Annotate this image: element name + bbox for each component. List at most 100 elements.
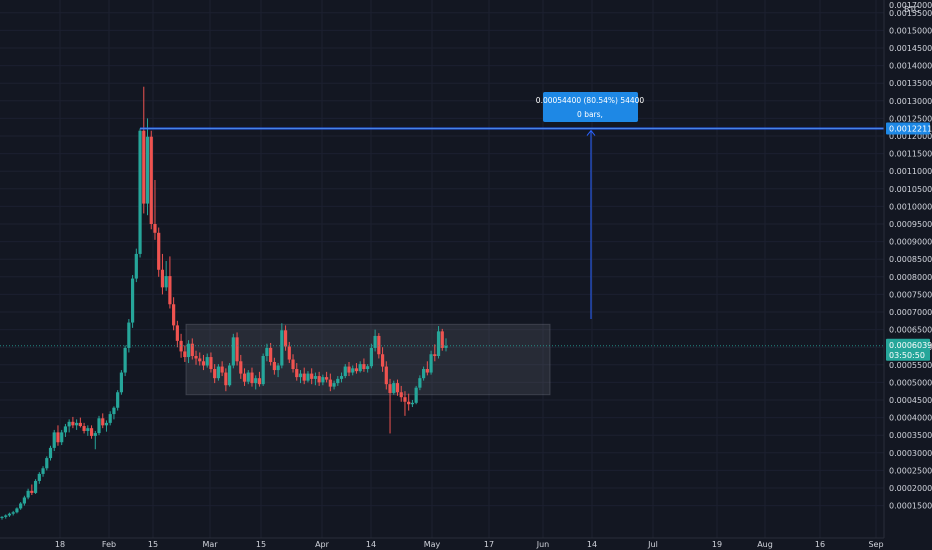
candle-body [380,354,385,367]
candle-body [407,401,411,405]
candle-body [52,432,56,448]
consolidation-range [185,323,551,396]
candle-body [183,351,187,358]
candle-body [60,432,64,443]
candle-body [101,418,105,426]
time-tick: Aug [757,540,773,549]
current-price-label-bg [886,338,930,361]
candle-body [231,337,235,366]
time-tick: 19 [712,540,722,549]
candle-body [422,369,426,379]
time-tick: 14 [366,540,376,549]
candle-body [395,383,400,393]
candle-body [276,365,280,371]
candle-body [392,383,396,393]
candle-body [332,383,336,387]
candle-body [343,366,347,377]
candle-body [369,347,373,367]
candle-body [86,428,90,431]
candle-body [351,368,355,373]
time-axis-ticks: 18 Feb 15 Mar 15 Apr 14 May 17 Jun 14 Jul 19 Aug 16 Sep [55,540,884,549]
time-tick: Jul [647,540,658,549]
candle-body [358,364,362,372]
candle-body [186,343,191,358]
candle-body [242,373,247,382]
candle-body [261,356,265,385]
candle-body [19,503,23,509]
candle-body [48,447,53,459]
candle-body [339,376,344,379]
candle-body [224,372,228,386]
candle-body [295,369,299,378]
measure-label-line2: 0 bars, [577,110,603,119]
candle-body [317,376,321,383]
price-axis[interactable] [884,0,932,550]
candle-body [172,304,176,326]
candle-body [119,372,123,393]
candle-body [127,322,131,348]
target-price-label-bg [886,122,930,135]
candle-body [11,512,15,514]
currency-label: BTC [904,5,920,14]
price-tick: 0.00170000 [889,1,932,10]
candles [0,86,448,520]
candle-body [347,366,351,373]
candle-body [302,373,306,381]
candle-body [366,366,370,370]
countdown-label: 03:50:50 [889,351,925,360]
candle-body [265,347,269,356]
time-axis[interactable] [0,538,932,550]
candle-body [71,421,75,426]
candle-body [287,346,291,360]
candle-body [67,421,71,427]
candle-body [190,343,194,356]
candle-body [399,392,403,398]
candle-body [149,136,153,224]
time-tick: Apr [315,540,330,549]
candle-body [444,345,448,348]
candle-body [254,378,258,384]
candle-body [306,373,310,381]
candle-body [63,426,68,433]
measure-label-box [543,92,638,122]
candle-body [164,276,168,288]
candle-body [7,513,12,516]
drawing-tools [0,127,884,347]
candle-body [160,269,165,288]
candle-body [280,330,284,366]
candle-body [134,253,138,279]
candle-body [157,232,161,270]
candle-body [179,340,183,352]
candle-body [373,335,377,348]
candle-body [429,354,433,373]
candle-body [104,422,109,426]
candle-body [142,130,146,204]
time-tick: Feb [102,540,116,549]
candle-body [209,357,213,370]
measure-label[interactable]: 0.00054400 (80.54%) 54400 0 bars, [536,92,645,122]
candle-body [0,516,4,518]
candle-body [418,378,422,388]
candle-body [283,330,288,347]
candle-body [354,368,359,372]
time-tick: 15 [148,540,158,549]
candle-body [168,276,172,305]
candle-body [328,379,332,387]
candle-body [41,468,45,474]
candle-body [116,392,120,408]
candle-body [145,136,150,204]
candle-body [201,361,206,366]
